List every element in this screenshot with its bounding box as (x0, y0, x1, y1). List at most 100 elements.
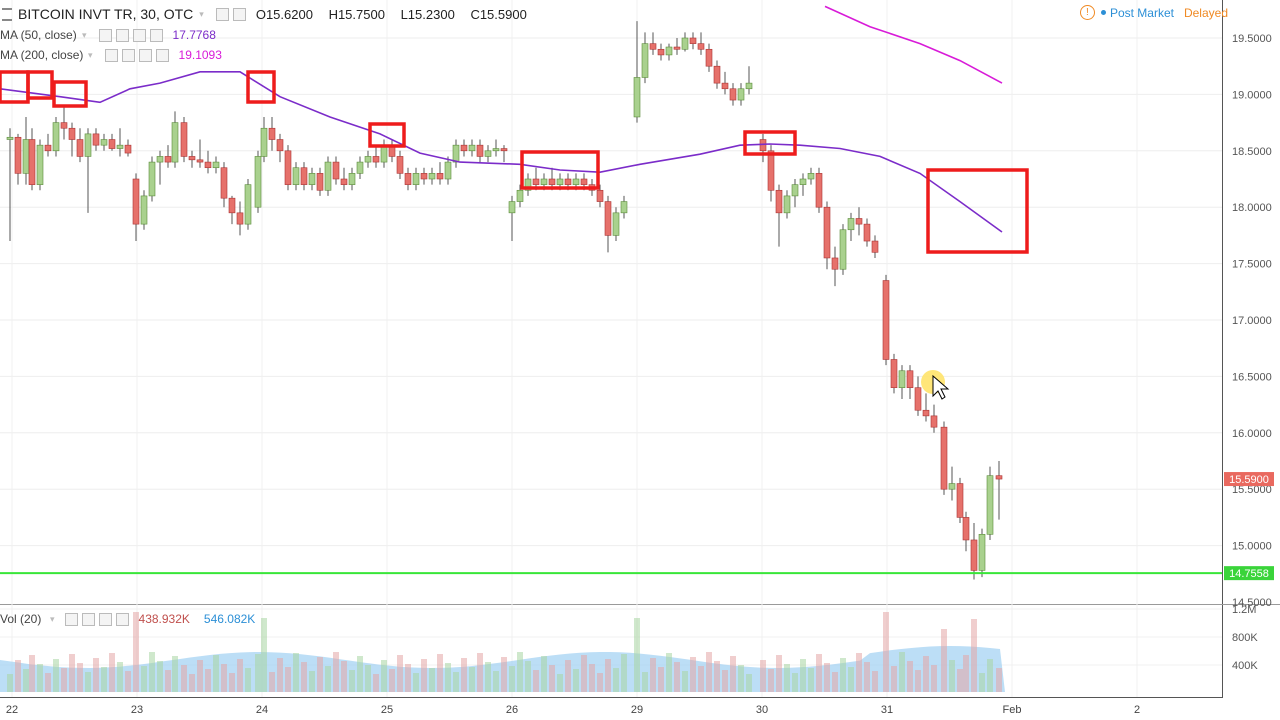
candle-body-down (580, 178, 588, 185)
volume-bar (69, 654, 75, 692)
delete-icon[interactable] (132, 28, 146, 42)
candle (396, 150, 404, 179)
candle-body-up (6, 136, 14, 140)
annotation-boxes (0, 70, 1029, 254)
candle-body-down (863, 223, 871, 242)
ma50-line (0, 71, 1003, 233)
delete-icon[interactable] (138, 48, 152, 62)
volume-bar (533, 670, 539, 692)
post-market-label: Post Market (1109, 5, 1174, 20)
candle (839, 224, 847, 275)
volume-bar (381, 660, 387, 692)
candle-body-up (22, 139, 30, 174)
price-tick-label: 17.5000 (1232, 259, 1272, 271)
candle (132, 173, 140, 242)
close-icon[interactable] (155, 48, 169, 62)
volume-bar (349, 670, 355, 692)
volume-tick-label: 800K (1232, 632, 1258, 644)
volume-bar (706, 652, 712, 692)
candle (673, 38, 681, 55)
volume-bar (658, 667, 664, 692)
volume-bar (597, 673, 603, 692)
candle (254, 150, 262, 213)
volume-bar (469, 667, 475, 692)
volume-value-2: 546.082K (203, 612, 256, 626)
dropdown-caret-icon[interactable]: ▾ (199, 8, 204, 19)
eye-icon[interactable] (104, 48, 118, 62)
candle-body-up (745, 82, 753, 90)
candle (721, 71, 729, 95)
candle-body-down (713, 65, 721, 84)
dropdown-caret-icon[interactable]: ▾ (88, 49, 93, 60)
ma200-label[interactable]: MA (200, close) (0, 48, 84, 62)
candle (970, 523, 978, 580)
candle (116, 128, 124, 157)
volume-bar (730, 656, 736, 692)
volume-bar (872, 671, 878, 692)
candle (524, 173, 532, 196)
time-tick-label: 29 (631, 704, 643, 716)
volume-bar (15, 660, 21, 692)
gear-icon[interactable] (81, 612, 95, 626)
candle (823, 201, 831, 270)
volume-label[interactable]: Vol (20) (0, 612, 42, 626)
volume-bar (229, 673, 235, 692)
volume-bar (613, 668, 619, 692)
settings-toggle-icon[interactable] (232, 7, 246, 21)
close-icon[interactable] (149, 28, 163, 42)
candle (962, 511, 970, 552)
candle (268, 116, 276, 151)
candle (863, 218, 871, 247)
candle (815, 167, 823, 213)
candle (633, 21, 641, 123)
volume-bar (650, 658, 656, 692)
ma50-label[interactable]: MA (50, close) (0, 28, 77, 42)
volume-bar (285, 667, 291, 692)
volume-bar (45, 673, 51, 692)
gear-icon[interactable] (121, 48, 135, 62)
candle (641, 32, 649, 84)
volume-bar (915, 670, 921, 692)
ma200-line (824, 5, 1003, 84)
dropdown-caret-icon[interactable]: ▾ (82, 29, 87, 40)
dropdown-caret-icon[interactable]: ▾ (50, 613, 55, 624)
warning-icon[interactable]: ! (1079, 5, 1095, 20)
delete-icon[interactable] (98, 612, 112, 626)
close-icon[interactable] (115, 612, 129, 626)
volume-bar (389, 669, 395, 692)
candle (444, 156, 452, 185)
volume-bar (979, 673, 985, 692)
candle (705, 43, 713, 72)
candle-body-down (476, 144, 484, 157)
volume-bar (269, 672, 275, 692)
candle-body-up (364, 156, 372, 163)
visibility-toggle-icon[interactable] (215, 7, 229, 21)
volume-bar (85, 672, 91, 692)
menu-icon[interactable] (2, 7, 12, 21)
volume-bar (565, 660, 571, 692)
price-axis: 19.5000 19.0000 18.5000 18.0000 17.5000 17.00… (1224, 33, 1274, 609)
volume-bar (413, 673, 419, 692)
ohlc-values: O15.6200 H15.7500 L15.2300 C15.5900 (256, 7, 539, 22)
ma50-value: 17.7768 (172, 28, 216, 42)
eye-icon[interactable] (64, 612, 78, 626)
volume-bar (23, 669, 29, 692)
candle-body-down (340, 178, 348, 185)
eye-icon[interactable] (98, 28, 112, 42)
moving-averages (0, 5, 1222, 575)
candle-body-down (76, 139, 84, 157)
volume-bar (738, 665, 744, 692)
candle (308, 167, 316, 191)
candle-body-down (204, 161, 212, 169)
symbol-title[interactable]: BITCOIN INVT TR, 30, OTC (18, 6, 194, 22)
candle-body-down (970, 539, 978, 571)
gear-icon[interactable] (115, 28, 129, 42)
candle (220, 162, 228, 208)
candle-body-up (508, 201, 516, 214)
volume-bar (61, 668, 67, 692)
candle-body-up (84, 133, 92, 157)
last-price-badge-bg (1224, 472, 1274, 487)
volume-bar (957, 669, 963, 692)
volume-bar (690, 657, 696, 692)
